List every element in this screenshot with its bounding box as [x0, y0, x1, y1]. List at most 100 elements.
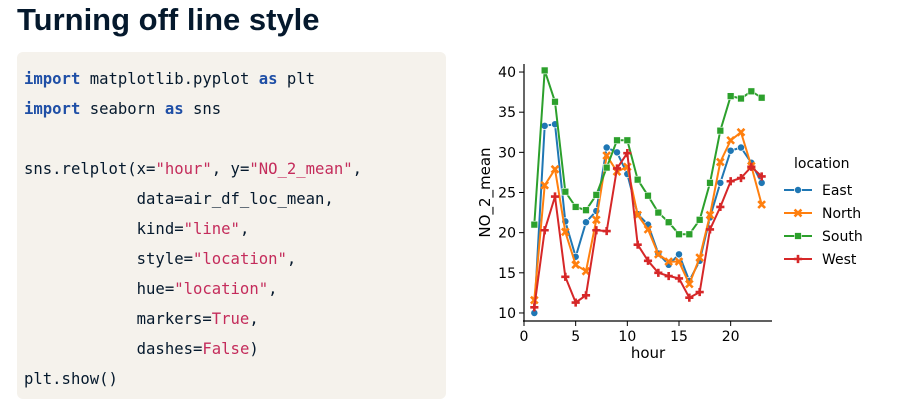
point-south	[613, 136, 621, 145]
code-line-6: kind="line",	[24, 220, 250, 238]
code-keyword: as	[258, 70, 278, 88]
point-north	[602, 151, 612, 160]
code-line-4: sns.relplot(x="hour", y="NO_2_mean",	[24, 160, 362, 178]
point-east	[581, 218, 591, 227]
x-tick-label: 20	[722, 329, 740, 345]
point-north	[643, 225, 653, 234]
point-west	[633, 240, 642, 249]
y-tick-label: 35	[498, 105, 516, 121]
code-string: False	[202, 340, 250, 358]
point-west	[612, 164, 622, 173]
code-token: ,	[249, 310, 259, 328]
code-token: style=	[24, 250, 193, 268]
legend-label-east: East	[822, 183, 853, 199]
legend-title: location	[794, 156, 850, 172]
x-tick-label: 0	[520, 329, 529, 345]
y-tick-label: 20	[498, 226, 516, 242]
code-token: hue=	[24, 280, 175, 298]
x-tick-label: 5	[571, 329, 580, 345]
point-south	[747, 87, 756, 96]
point-north	[591, 215, 601, 225]
point-south	[675, 230, 683, 239]
code-token: plt	[277, 70, 316, 88]
point-west	[726, 177, 735, 186]
code-keyword: import	[24, 70, 81, 88]
point-south	[706, 179, 714, 187]
point-north	[757, 200, 767, 209]
y-tick-label: 15	[498, 266, 516, 282]
code-token: sns	[183, 100, 222, 118]
code-line-1: import matplotlib.pyplot as plt	[24, 70, 315, 88]
code-token: ,	[239, 220, 250, 238]
point-south	[571, 203, 580, 211]
point-west	[695, 288, 704, 297]
code-token: seaborn	[80, 100, 165, 118]
code-block: import matplotlib.pyplot as plt import s…	[17, 52, 446, 399]
point-north	[736, 127, 746, 137]
code-token: ,	[286, 250, 297, 268]
point-east	[736, 143, 746, 152]
code-token: dashes=	[24, 340, 203, 358]
point-east	[602, 143, 611, 152]
code-token: ,	[352, 160, 363, 178]
code-string: "NO_2_mean"	[249, 160, 353, 178]
point-west	[674, 274, 684, 283]
code-text: import matplotlib.pyplot as plt import s…	[24, 64, 362, 394]
code-token: matplotlib.pyplot	[80, 70, 259, 88]
point-north	[684, 279, 694, 289]
point-south	[716, 126, 725, 135]
point-south	[561, 187, 570, 196]
point-south	[757, 93, 766, 102]
point-north	[695, 253, 705, 262]
y-tick-label: 40	[498, 65, 516, 81]
legend-marker-north	[793, 208, 803, 218]
point-south	[623, 136, 632, 145]
y-tick-label: 30	[498, 145, 516, 161]
point-west	[561, 272, 570, 281]
point-west	[530, 303, 539, 312]
legend-label-south: South	[822, 229, 863, 245]
point-south	[530, 220, 539, 229]
point-west	[747, 162, 756, 171]
point-north	[560, 227, 570, 237]
code-string: True	[211, 310, 250, 328]
code-line-7: style="location",	[24, 250, 297, 268]
code-token: , y=	[211, 160, 250, 178]
code-line-11: plt.show()	[24, 370, 118, 388]
code-keyword: import	[24, 100, 81, 118]
code-token: sns.relplot(x=	[24, 160, 156, 178]
code-line-2: import seaborn as sns	[24, 100, 221, 118]
code-token: ,	[268, 280, 278, 298]
point-north	[664, 257, 674, 266]
point-north	[653, 249, 663, 259]
code-line-9: markers=True,	[24, 310, 259, 328]
point-south	[685, 230, 694, 239]
legend-marker-south	[794, 232, 802, 240]
x-axis-label: hour	[631, 344, 666, 362]
point-north	[705, 210, 715, 220]
x-tick-label: 10	[618, 329, 636, 345]
code-string: "location"	[193, 250, 287, 268]
point-west	[757, 172, 766, 181]
point-south	[582, 206, 590, 214]
y-axis-label: NO_2_mean	[476, 147, 495, 237]
code-keyword: as	[164, 100, 184, 118]
point-west	[705, 225, 715, 234]
point-south	[654, 208, 663, 217]
point-north	[581, 266, 591, 276]
legend-marker-west	[793, 254, 803, 264]
line-chart: 10 15 20 25 30 35 40 0 5 10 15 20 hour NO_2_mean locat…	[476, 64, 863, 362]
y-tick-label: 25	[498, 186, 516, 202]
code-line-5: data=air_df_loc_mean,	[24, 190, 334, 208]
point-west	[643, 256, 653, 265]
code-string: "hour"	[155, 160, 212, 178]
code-line-8: hue="location",	[24, 280, 278, 298]
point-west	[581, 291, 591, 300]
code-token: markers=	[24, 310, 212, 328]
point-south	[644, 191, 652, 200]
point-north	[540, 180, 550, 190]
legend-label-north: North	[822, 206, 861, 222]
point-east	[726, 146, 735, 155]
point-south	[602, 163, 611, 172]
point-north	[571, 260, 581, 270]
